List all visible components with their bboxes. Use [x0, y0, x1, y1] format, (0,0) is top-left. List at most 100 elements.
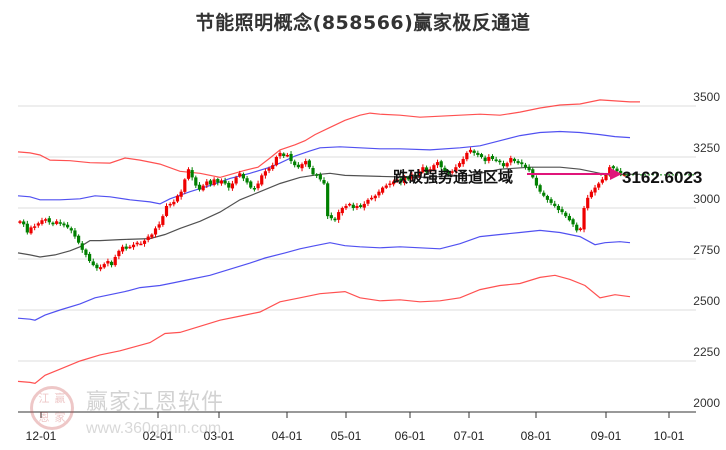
- candle: [44, 219, 48, 221]
- candle: [333, 218, 337, 221]
- candle: [523, 164, 528, 168]
- candle: [593, 187, 597, 193]
- candle: [179, 191, 183, 197]
- candle: [146, 236, 150, 241]
- candle: [282, 153, 286, 156]
- candle: [183, 179, 187, 192]
- candle: [117, 250, 121, 257]
- candle: [619, 170, 623, 174]
- x-tick-label: 08-01: [521, 429, 552, 443]
- candle: [230, 183, 235, 189]
- y-tick-label: 2750: [693, 243, 720, 257]
- candle: [337, 212, 341, 220]
- y-tick-label: 2500: [693, 294, 720, 308]
- x-tick-label: 09-01: [591, 429, 622, 443]
- y-tick-label: 2000: [693, 396, 720, 410]
- candle: [600, 179, 604, 183]
- candle: [586, 197, 590, 209]
- candle: [370, 197, 374, 200]
- candle: [131, 244, 136, 248]
- candle: [348, 203, 352, 206]
- gridlines: [18, 105, 696, 362]
- candle: [443, 167, 447, 172]
- candle: [399, 178, 403, 183]
- candle: [175, 195, 180, 202]
- candle: [501, 163, 506, 167]
- candle: [615, 168, 619, 172]
- candle: [249, 181, 253, 188]
- candle: [315, 174, 319, 176]
- candle: [545, 195, 550, 200]
- candle: [87, 253, 92, 262]
- candle: [465, 152, 469, 160]
- candle: [40, 220, 44, 224]
- candle: [575, 224, 579, 231]
- x-tick-label: 06-01: [395, 429, 426, 443]
- candle: [55, 221, 59, 224]
- candles: [18, 147, 630, 272]
- candle: [51, 222, 55, 225]
- x-axis: 12-01 02-01 03-01 04-01 05-01 06-01 07-01 08-01…: [18, 411, 696, 443]
- candle: [296, 164, 300, 168]
- candle: [476, 152, 480, 155]
- candle: [520, 162, 524, 165]
- candle: [344, 205, 348, 209]
- logo-char: 恩: [38, 410, 50, 424]
- candle: [381, 187, 385, 193]
- watermark: 江 赢 恩 家 赢家江恩软件 www.360gann.com: [24, 384, 244, 448]
- candle: [318, 174, 322, 180]
- y-tick-label: 3500: [693, 90, 720, 104]
- x-tick-label: 05-01: [331, 429, 362, 443]
- x-tick-label: 04-01: [272, 429, 303, 443]
- candle: [417, 171, 421, 176]
- candle: [326, 183, 330, 217]
- candle: [164, 205, 169, 216]
- candle: [135, 242, 139, 245]
- current-price-label: 3162.6023: [622, 168, 702, 187]
- candle: [260, 175, 264, 185]
- candle: [216, 179, 220, 183]
- breakdown-arrow: [527, 168, 622, 180]
- y-tick-label: 3250: [693, 141, 720, 155]
- candle: [446, 171, 451, 174]
- candle: [494, 159, 498, 162]
- candle: [307, 160, 311, 168]
- candle: [556, 205, 561, 211]
- logo-char: 家: [54, 410, 66, 424]
- candle: [234, 177, 238, 184]
- x-tick-label: 07-01: [454, 429, 485, 443]
- candle: [109, 261, 114, 266]
- candle: [388, 183, 392, 186]
- candle: [186, 169, 191, 179]
- candle: [73, 230, 77, 237]
- candle: [172, 201, 176, 205]
- candle: [454, 167, 458, 172]
- candle: [498, 160, 502, 163]
- outer-upper-line: [17, 99, 640, 179]
- candle: [461, 159, 465, 165]
- candle: [113, 256, 117, 266]
- candle: [391, 181, 396, 185]
- candle: [435, 162, 440, 166]
- candle: [432, 165, 436, 171]
- outer-lower-line: [17, 274, 631, 385]
- candle: [366, 199, 370, 204]
- candle: [120, 246, 125, 252]
- candle: [355, 205, 359, 208]
- candle: [604, 174, 608, 181]
- candle: [29, 227, 33, 234]
- candle: [161, 216, 165, 225]
- candle: [62, 223, 66, 226]
- y-tick-label: 2250: [693, 345, 720, 359]
- candle: [439, 161, 443, 168]
- candle: [245, 178, 249, 183]
- candle: [219, 180, 224, 184]
- watermark-logo-icon: 江 赢 恩 家: [30, 386, 74, 430]
- candle: [263, 171, 267, 176]
- candle: [124, 246, 128, 249]
- candle: [300, 164, 304, 169]
- candle: [362, 203, 366, 208]
- candle: [84, 249, 88, 255]
- candle: [553, 203, 557, 206]
- candle: [98, 267, 103, 270]
